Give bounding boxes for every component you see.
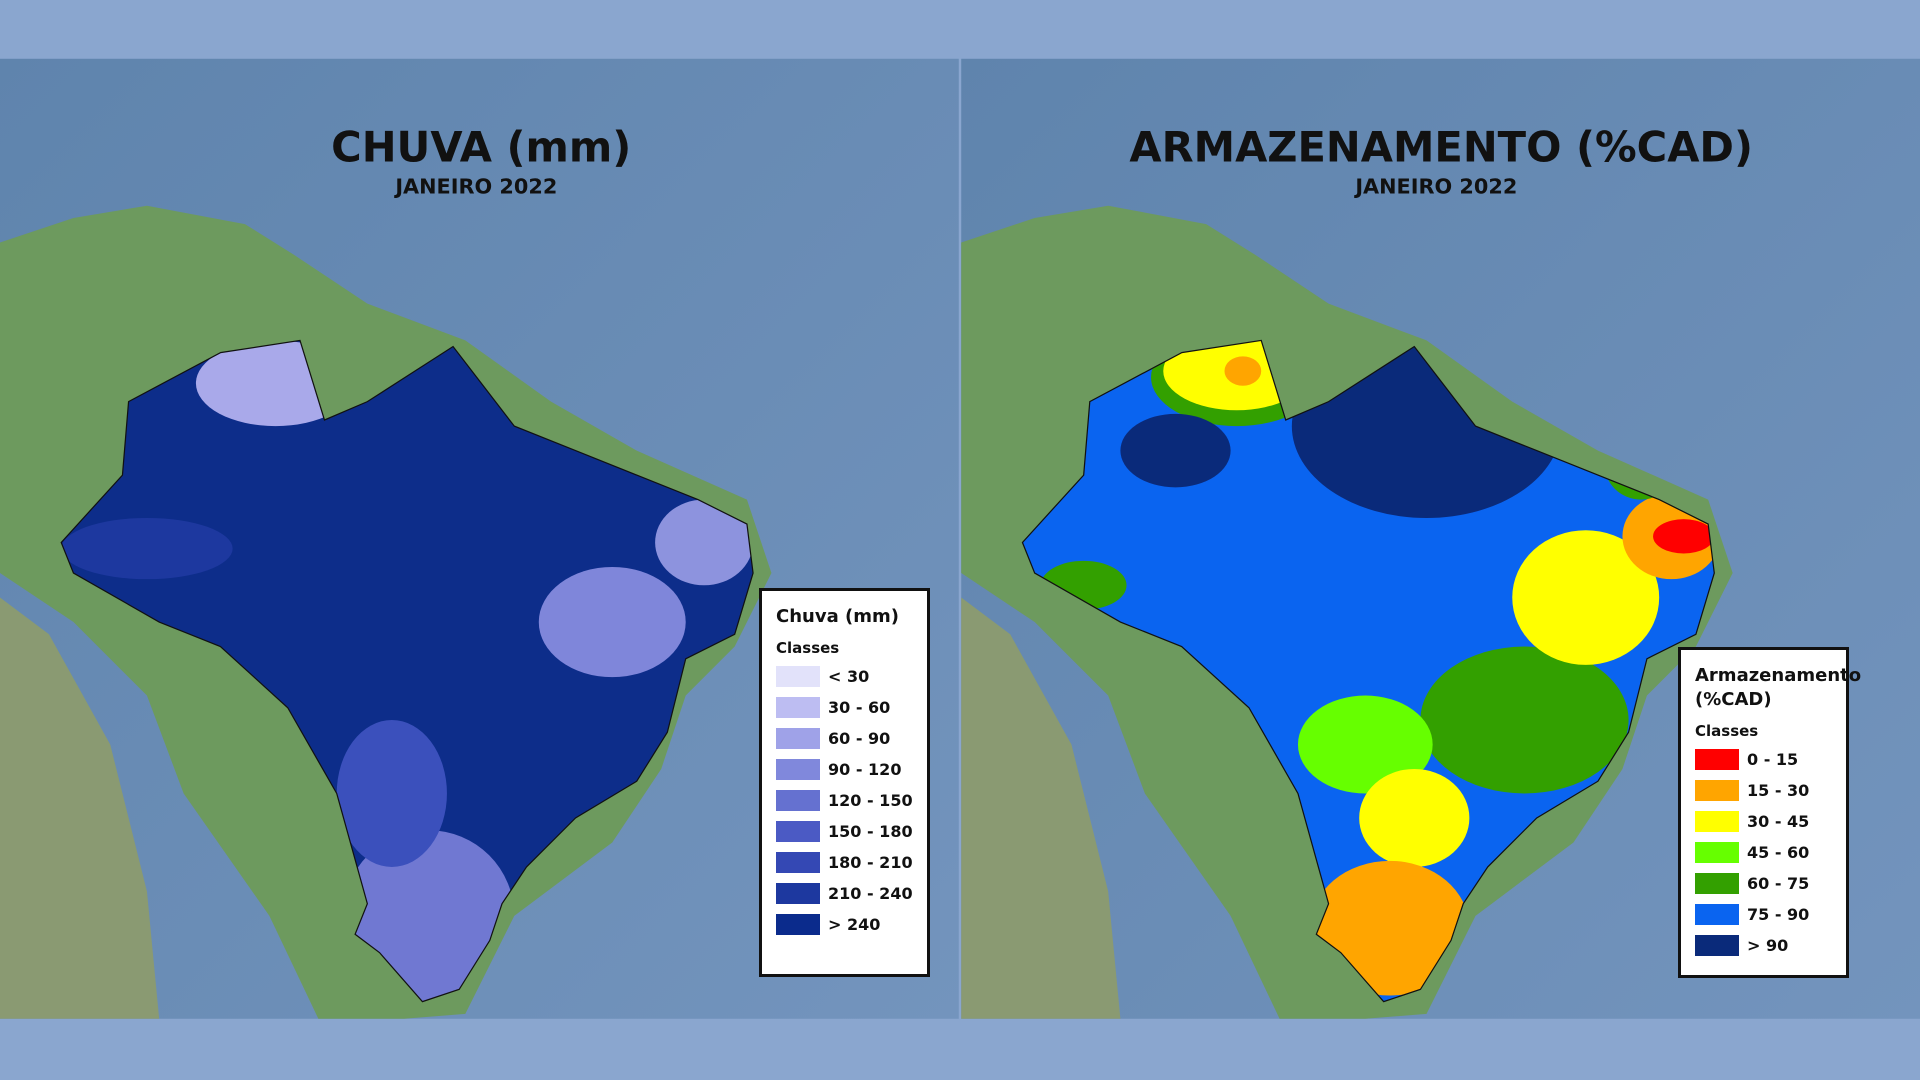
legend-item: < 30	[776, 661, 913, 692]
legend-item: > 90	[1695, 930, 1832, 961]
legend-title: Chuva (mm)	[776, 606, 899, 627]
legend-subtitle: Classes	[1695, 722, 1759, 740]
legend-item: 75 - 90	[1695, 899, 1832, 930]
map-subtitle: JANEIRO 2022	[1353, 174, 1517, 198]
legend-label: > 240	[828, 915, 881, 934]
legend-swatch	[1695, 749, 1739, 770]
legend-label: 60 - 90	[828, 729, 891, 748]
legend-item: 60 - 90	[776, 723, 913, 754]
map-title: CHUVA (mm)	[331, 123, 631, 172]
legend-title: Armazenamento (%CAD)	[1695, 665, 1862, 710]
legend-label: < 30	[828, 667, 870, 686]
legend-label: 180 - 210	[828, 853, 913, 872]
legend-item: 0 - 15	[1695, 744, 1832, 775]
legend-swatch	[776, 759, 820, 780]
legend-item: 180 - 210	[776, 847, 913, 878]
legend-swatch	[776, 883, 820, 904]
legend-item: 120 - 150	[776, 785, 913, 816]
legend-item: 30 - 60	[776, 692, 913, 723]
legend-item: 45 - 60	[1695, 837, 1832, 868]
legend-swatch	[1695, 904, 1739, 925]
legend-subtitle: Classes	[776, 639, 840, 657]
legend-label: 15 - 30	[1747, 781, 1810, 800]
legend-label: 30 - 60	[828, 698, 891, 717]
map-subtitle: JANEIRO 2022	[393, 174, 557, 198]
legend-item: 60 - 75	[1695, 868, 1832, 899]
legend: Chuva (mm) Classes < 30 30 - 60 60 - 90 90 - …	[759, 588, 930, 977]
legend-swatch	[1695, 780, 1739, 801]
legend-label: 210 - 240	[828, 884, 913, 903]
legend-swatch	[1695, 811, 1739, 832]
legend-label: 30 - 45	[1747, 812, 1810, 831]
legend-label: 0 - 15	[1747, 750, 1799, 769]
legend-swatch	[1695, 935, 1739, 956]
legend-label: > 90	[1747, 936, 1789, 955]
legend-label: 150 - 180	[828, 822, 913, 841]
legend-swatch	[1695, 842, 1739, 863]
legend-item: > 240	[776, 909, 913, 940]
legend-swatch	[776, 790, 820, 811]
legend-swatch	[776, 666, 820, 687]
legend-swatch	[776, 914, 820, 935]
legend-label: 120 - 150	[828, 791, 913, 810]
legend-swatch	[776, 852, 820, 873]
legend-item: 30 - 45	[1695, 806, 1832, 837]
legend-item: 15 - 30	[1695, 775, 1832, 806]
legend: Armazenamento (%CAD) Classes 0 - 15 15 - 30…	[1678, 647, 1862, 978]
legend-label: 45 - 60	[1747, 843, 1810, 862]
storage-map	[961, 58, 1920, 1019]
legend-swatch	[1695, 873, 1739, 894]
legend-label: 75 - 90	[1747, 905, 1810, 924]
map-title: ARMAZENAMENTO (%CAD)	[1129, 123, 1753, 172]
legend-label: 60 - 75	[1747, 874, 1810, 893]
legend-item: 90 - 120	[776, 754, 913, 785]
rain-map	[0, 58, 959, 1019]
legend-item: 150 - 180	[776, 816, 913, 847]
legend-swatch	[776, 821, 820, 842]
legend-swatch	[776, 728, 820, 749]
legend-label: 90 - 120	[828, 760, 902, 779]
legend-item: 210 - 240	[776, 878, 913, 909]
legend-swatch	[776, 697, 820, 718]
